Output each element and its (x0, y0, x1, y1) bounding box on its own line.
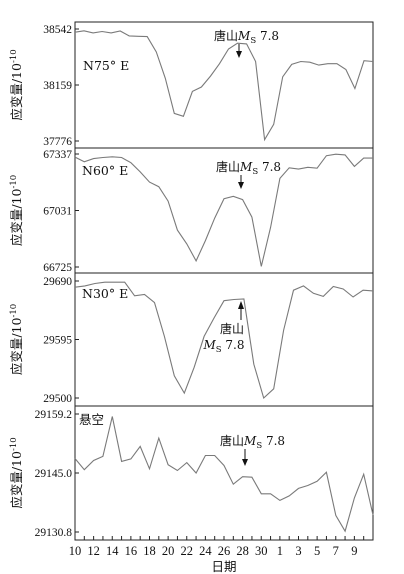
x-tick-label: 12 (87, 544, 100, 558)
y-tick-label: 29145.0 (35, 468, 73, 480)
y-tick-label: 29500 (43, 393, 72, 405)
y-tick-label: 38159 (43, 80, 72, 92)
strain-series-line (74, 153, 373, 267)
panel-3: 29690 29595 29500 应变量/10-10 N30° E 唐山 MS 7.8 (9, 272, 374, 407)
y-tick-label: 67031 (43, 206, 72, 218)
panel-2: 67337 67031 66725 应变量/10-10 N60° E 唐山MS 7.8 (9, 147, 374, 274)
x-tick-label: 14 (106, 544, 119, 558)
svg-text:唐山MS 7.8: 唐山MS 7.8 (216, 159, 281, 177)
x-axis-label: 日期 (211, 559, 236, 574)
x-tick-label: 3 (295, 544, 301, 558)
y-tick-label: 37776 (43, 136, 72, 148)
event-annotation: 唐山MS 7.8 (220, 433, 285, 466)
x-tick-label: 26 (218, 544, 231, 558)
event-annotation: 唐山MS 7.8 (214, 28, 279, 58)
y-tick-label: 29595 (43, 335, 72, 347)
y-axis-label: 应变量/10-10 (9, 49, 24, 120)
svg-text:唐山MS 7.8: 唐山MS 7.8 (220, 433, 285, 451)
y-tick-label: 29159.2 (35, 409, 73, 421)
svg-text:唐山: 唐山 (220, 321, 244, 336)
x-tick-label: 9 (351, 544, 357, 558)
x-tick-label: 22 (181, 544, 194, 558)
event-annotation: 唐山 MS 7.8 (202, 301, 245, 355)
panel-frame (74, 405, 374, 541)
strain-series-line (74, 281, 374, 400)
x-tick-label: 1 (277, 544, 283, 558)
svg-text:唐山MS 7.8: 唐山MS 7.8 (214, 28, 279, 46)
x-tick-label: 10 (69, 544, 82, 558)
x-tick-label: 28 (236, 544, 249, 558)
x-tick-label: 24 (199, 544, 212, 558)
panel-label: N75° E (83, 58, 129, 73)
x-tick-label: 30 (255, 544, 268, 558)
y-tick-label: 38542 (43, 24, 72, 36)
y-tick-label: 29130.8 (35, 527, 73, 539)
x-tick-label: 16 (125, 544, 138, 558)
x-tick-label: 5 (314, 544, 320, 558)
panel-label: N30° E (82, 286, 128, 301)
y-axis-label: 应变量/10-10 (9, 437, 24, 508)
y-tick-label: 66725 (43, 262, 72, 274)
event-annotation: 唐山MS 7.8 (216, 159, 281, 189)
x-tick-label: 7 (333, 544, 339, 558)
x-tick-label: 20 (162, 544, 175, 558)
svg-text:MS 7.8: MS 7.8 (202, 338, 244, 355)
panel-1: 38542 38159 37776 应变量/10-10 N75° E 唐山MS 7.8 (9, 21, 374, 149)
y-axis-label: 应变量/10-10 (9, 175, 24, 246)
y-axis-label: 应变量/10-10 (9, 304, 24, 375)
x-tick-label: 18 (143, 544, 156, 558)
x-axis: 10 12 14 16 18 20 22 24 26 28 30 1 3 5 7 9 (69, 536, 374, 558)
strain-series-line (74, 416, 374, 533)
y-tick-label: 67337 (43, 149, 72, 161)
y-tick-label: 29690 (43, 276, 72, 288)
panel-label: N60° E (82, 163, 128, 178)
strain-series-line (74, 30, 374, 142)
panel-label: 悬空 (79, 412, 104, 427)
